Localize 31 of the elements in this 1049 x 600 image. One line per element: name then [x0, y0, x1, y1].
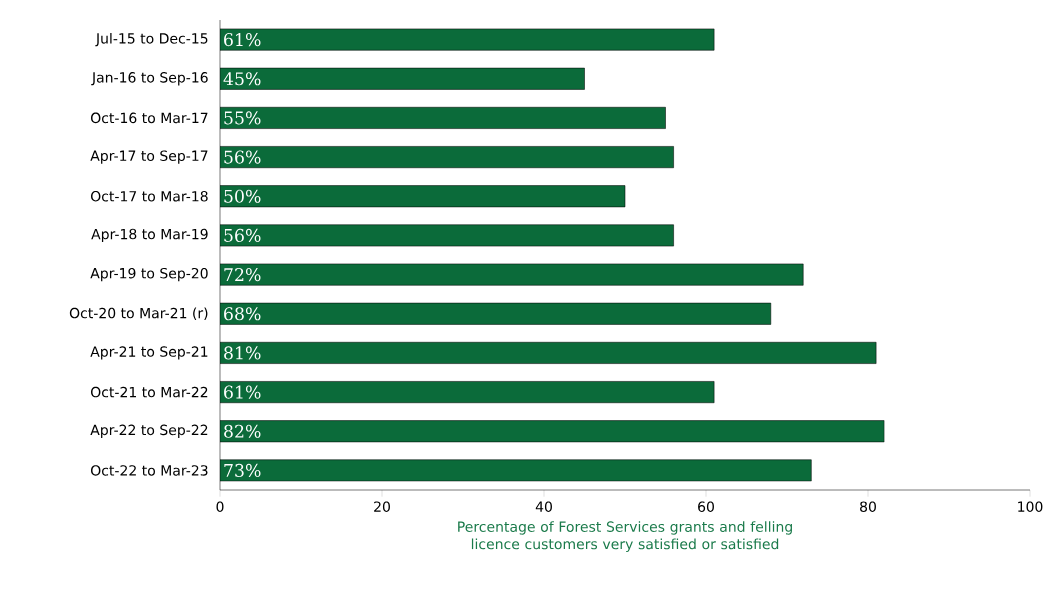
data-label: 45% [223, 72, 261, 86]
data-label: 61% [224, 385, 261, 399]
y-tick-label: Oct-17 to Mar-18 [91, 190, 208, 202]
y-tick-label: Oct-22 to Mar-23 [91, 465, 208, 476]
y-tick-label: Apr-21 to Sep-21 [90, 346, 208, 360]
x-axis-title: Percentage of Forest Services grants and felling licence customers very satisfied or satisfied [458, 521, 792, 552]
x-tick-label: 80 [860, 501, 876, 512]
data-label: 81% [224, 346, 261, 360]
data-label: 61% [224, 33, 261, 47]
y-tick-label: Apr-22 to Sep-22 [90, 424, 208, 438]
y-tick-label: Oct-21 to Mar-22 [91, 386, 208, 398]
y-tick-label: Oct-20 to Mar-21 (r) [69, 307, 208, 320]
data-label: 82% [224, 424, 261, 438]
x-tick-label: 40 [535, 501, 552, 512]
x-tick-label: 100 [1018, 501, 1043, 512]
y-tick-label: Jan-16 to Sep-16 [91, 72, 208, 86]
x-tick-label: 60 [698, 501, 714, 512]
y-tick-label: Apr-18 to Mar-19 [91, 228, 208, 243]
data-label: 56% [224, 228, 261, 242]
data-label: 68% [224, 307, 261, 321]
data-label: 50% [224, 189, 261, 203]
y-tick-label: Apr-17 to Sep-17 [90, 150, 208, 164]
y-tick-label: Oct-16 to Mar-17 [91, 112, 208, 124]
x-tick-label: 20 [374, 501, 390, 512]
y-tick-label: Jul-15 to Dec-15 [95, 32, 208, 47]
x-tick-label: 0 [216, 501, 224, 512]
data-label: 72% [224, 268, 261, 282]
data-label: 73% [224, 463, 261, 477]
data-label: 56% [224, 150, 261, 164]
data-label: 55% [224, 111, 261, 125]
y-tick-label: Apr-19 to Sep-20 [90, 267, 208, 282]
